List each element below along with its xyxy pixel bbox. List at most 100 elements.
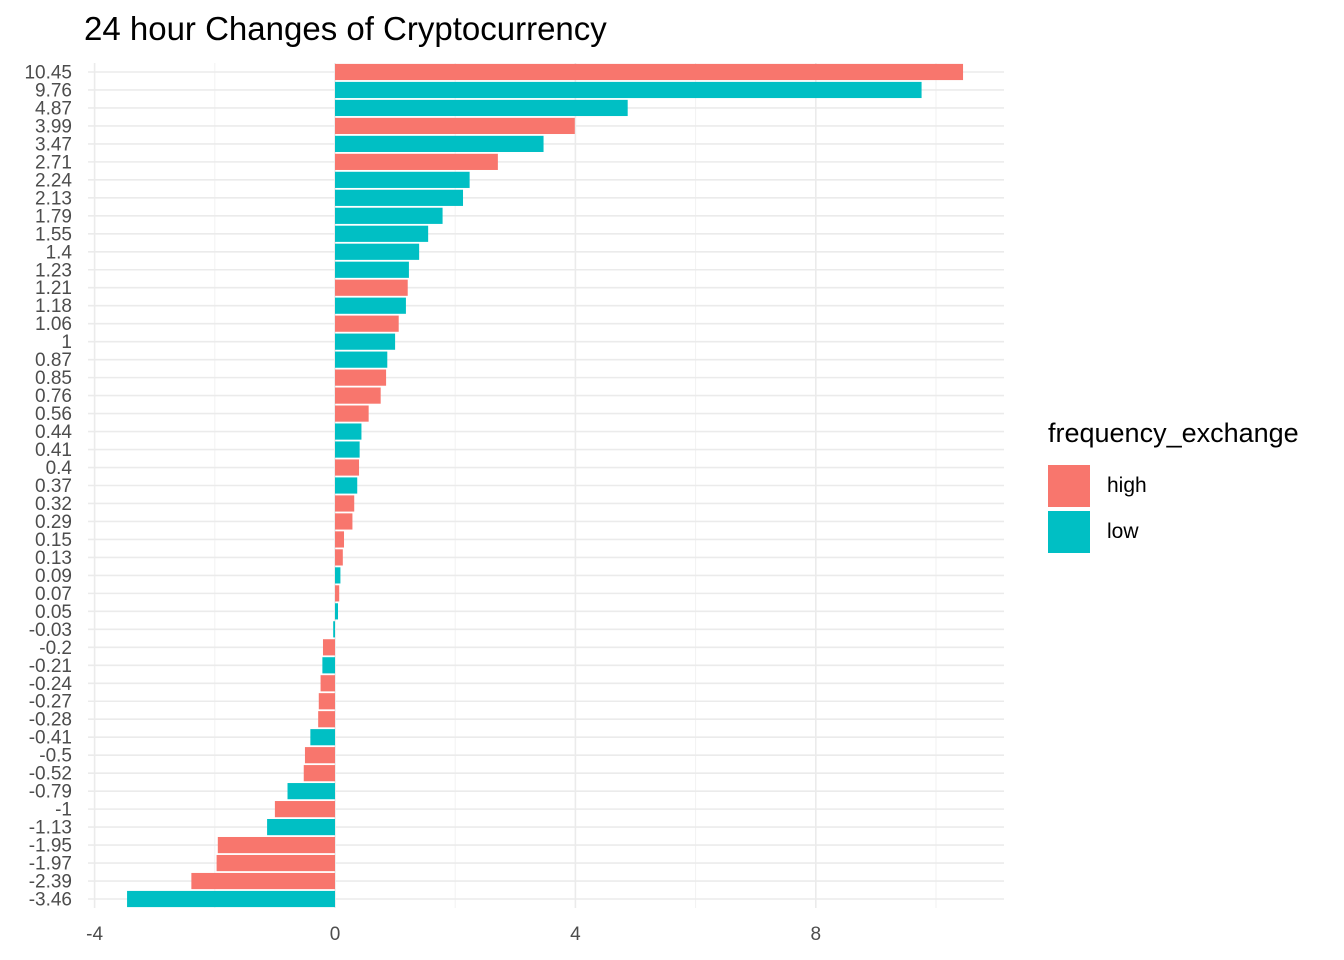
bar-0.09-low [335, 567, 341, 584]
bar--3.46-low [127, 890, 335, 908]
legend: frequency_exchange high low [1048, 418, 1299, 555]
legend-label-high: high [1107, 474, 1147, 497]
y-tick-label: -0.79 [29, 782, 72, 803]
bar-10.45-high [335, 63, 964, 81]
bar-1.06-high [335, 315, 399, 332]
y-tick-label: 1.18 [35, 296, 72, 317]
bar--0.5-high [304, 747, 335, 764]
bar-1.18-low [335, 297, 406, 314]
bar-9.76-low [335, 81, 922, 99]
y-tick-label: -0.5 [39, 746, 72, 767]
bar-0.37-low [335, 477, 358, 494]
y-tick-label: 10.45 [24, 62, 72, 83]
y-tick-label: 0.4 [46, 458, 73, 479]
bar--0.03-low [333, 621, 335, 638]
bar-0.15-high [335, 531, 345, 548]
bar-0.05-low [335, 603, 339, 620]
y-tick-label: 1 [61, 332, 72, 353]
y-tick-label: -0.41 [29, 728, 72, 749]
bar-3.99-high [335, 117, 575, 135]
y-tick-label: 1.4 [46, 242, 73, 263]
bar--0.41-low [310, 729, 335, 746]
bar--0.21-low [322, 657, 335, 674]
y-tick-label: 0.15 [35, 530, 72, 551]
grid-lines [88, 63, 1004, 908]
legend-item-low: low [1048, 509, 1299, 555]
y-tick-label: 0.32 [35, 494, 72, 515]
y-tick-label: -0.28 [29, 710, 72, 731]
y-tick-label: -0.27 [29, 692, 72, 713]
y-tick-label: -0.24 [29, 674, 73, 695]
bar-3.47-low [335, 135, 544, 152]
bar-0.07-high [335, 585, 340, 602]
bar-1.55-low [335, 225, 429, 242]
bar-2.71-high [335, 153, 498, 170]
y-tick-label: 0.44 [35, 422, 72, 443]
y-tick-label: -0.2 [39, 638, 72, 659]
y-tick-label: 1.55 [35, 224, 72, 245]
y-tick-label: -0.21 [29, 656, 72, 677]
y-tick-label: 3.47 [35, 134, 72, 155]
y-tick-label: 0.85 [35, 368, 72, 389]
y-tick-label: 0.05 [35, 602, 72, 623]
bar--0.24-high [320, 675, 335, 692]
legend-title: frequency_exchange [1048, 418, 1299, 448]
bar-0.29-high [335, 513, 353, 530]
bar--2.39-high [191, 872, 335, 890]
y-tick-label: 1.21 [35, 278, 72, 299]
bar-0.56-high [335, 405, 369, 422]
y-tick-label: -1.97 [29, 854, 72, 875]
bar-0.44-low [335, 423, 362, 440]
y-tick-label: 2.24 [35, 170, 72, 191]
y-tick-label: -3.46 [29, 890, 72, 911]
y-tick-label: 0.41 [35, 440, 72, 461]
legend-label-low: low [1107, 520, 1139, 543]
x-axis-tick-labels: -4 0 4 8 [86, 924, 821, 945]
bar--0.52-high [303, 765, 335, 782]
bar-4.87-low [335, 99, 628, 117]
bar--1.13-low [267, 819, 335, 836]
x-tick-label: 4 [570, 924, 581, 945]
bar-0.4-high [335, 459, 360, 476]
y-tick-label: 0.87 [35, 350, 72, 371]
legend-key-high [1048, 465, 1090, 507]
bar-0.76-high [335, 387, 381, 404]
bar-2.13-low [335, 189, 464, 206]
y-tick-label: 0.09 [35, 566, 72, 587]
y-tick-label: -1.13 [29, 818, 72, 839]
y-tick-label: -2.39 [29, 872, 72, 893]
bar-1.23-low [335, 261, 409, 278]
bar--1.97-high [216, 854, 335, 872]
y-tick-label: 9.76 [35, 80, 72, 101]
chart-title: 24 hour Changes of Cryptocurrency [84, 10, 607, 47]
y-tick-label: 1.79 [35, 206, 72, 227]
legend-key-low [1048, 511, 1090, 553]
bar-1-low [335, 333, 396, 350]
y-tick-label: 0.29 [35, 512, 72, 533]
bar-0.13-high [335, 549, 343, 566]
y-tick-label: 0.56 [35, 404, 72, 425]
y-tick-label: 0.37 [35, 476, 72, 497]
y-tick-label: 0.76 [35, 386, 72, 407]
bar-0.41-low [335, 441, 360, 458]
bar--1.95-high [217, 836, 335, 854]
bar-1.21-high [335, 279, 408, 296]
y-tick-label: -1 [55, 800, 72, 821]
y-tick-label: -0.03 [29, 620, 72, 641]
y-tick-label: 4.87 [35, 98, 72, 119]
x-tick-label: -4 [86, 924, 103, 945]
bar-0.85-high [335, 369, 387, 386]
x-tick-label: 8 [811, 924, 822, 945]
bar-1.4-low [335, 243, 420, 260]
bar--0.79-low [287, 783, 335, 800]
bar--0.2-high [322, 639, 335, 656]
bar-1.79-low [335, 207, 443, 224]
bar--0.27-high [318, 693, 335, 710]
bar-0.32-high [335, 495, 355, 512]
bars [127, 63, 964, 908]
legend-item-high: high [1048, 463, 1299, 509]
bar--0.28-high [318, 711, 335, 728]
bar-2.24-low [335, 171, 470, 188]
y-tick-label: 3.99 [35, 116, 72, 137]
